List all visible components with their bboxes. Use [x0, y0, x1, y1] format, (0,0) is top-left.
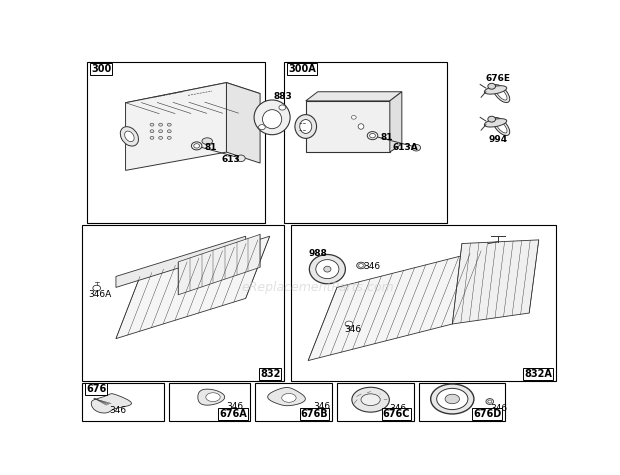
- Text: 346: 346: [110, 407, 127, 416]
- Text: 676A: 676A: [219, 409, 247, 419]
- Ellipse shape: [436, 389, 468, 409]
- Circle shape: [237, 155, 245, 162]
- Text: 346: 346: [344, 325, 361, 334]
- Text: 676C: 676C: [383, 409, 410, 419]
- Text: 346: 346: [313, 402, 330, 411]
- Text: 346: 346: [389, 403, 406, 412]
- Circle shape: [345, 321, 353, 327]
- Ellipse shape: [493, 85, 510, 103]
- Circle shape: [167, 136, 171, 139]
- Bar: [418, 382, 505, 421]
- Circle shape: [150, 136, 154, 139]
- Circle shape: [194, 143, 200, 148]
- Polygon shape: [179, 234, 260, 294]
- Bar: [255, 382, 332, 421]
- Polygon shape: [268, 388, 305, 406]
- Ellipse shape: [495, 120, 507, 133]
- Ellipse shape: [431, 384, 474, 414]
- Text: 676B: 676B: [301, 409, 329, 419]
- Text: 994: 994: [489, 135, 507, 144]
- Ellipse shape: [484, 119, 507, 127]
- Circle shape: [167, 123, 171, 126]
- Ellipse shape: [324, 266, 331, 272]
- Ellipse shape: [262, 110, 281, 129]
- Polygon shape: [91, 394, 131, 413]
- Polygon shape: [306, 92, 402, 101]
- Polygon shape: [206, 393, 220, 401]
- Circle shape: [159, 136, 162, 139]
- Ellipse shape: [316, 260, 339, 279]
- Ellipse shape: [358, 124, 364, 129]
- Polygon shape: [453, 240, 539, 324]
- Bar: [82, 382, 164, 421]
- Bar: [82, 225, 284, 380]
- Ellipse shape: [352, 387, 389, 412]
- Polygon shape: [226, 83, 260, 163]
- Text: 300A: 300A: [288, 64, 316, 74]
- Ellipse shape: [202, 138, 213, 144]
- Circle shape: [150, 130, 154, 133]
- Text: 81: 81: [380, 133, 392, 142]
- Ellipse shape: [495, 87, 507, 100]
- Circle shape: [192, 142, 202, 150]
- Polygon shape: [306, 101, 390, 152]
- Circle shape: [159, 130, 162, 133]
- Polygon shape: [198, 389, 224, 405]
- Circle shape: [159, 123, 162, 126]
- Polygon shape: [125, 83, 226, 171]
- Ellipse shape: [125, 131, 134, 142]
- Polygon shape: [116, 236, 246, 287]
- Circle shape: [356, 262, 365, 269]
- Ellipse shape: [120, 127, 138, 146]
- Text: 613A: 613A: [392, 143, 418, 152]
- Bar: [337, 382, 414, 421]
- Polygon shape: [390, 92, 402, 152]
- Circle shape: [352, 115, 356, 119]
- Text: 346: 346: [226, 402, 244, 411]
- Circle shape: [279, 105, 286, 110]
- Ellipse shape: [309, 255, 345, 284]
- Circle shape: [259, 124, 265, 130]
- Bar: [291, 225, 556, 380]
- Circle shape: [358, 264, 363, 267]
- Bar: [87, 63, 265, 223]
- Text: 346: 346: [363, 262, 380, 271]
- Text: 988: 988: [308, 249, 327, 258]
- Text: 676E: 676E: [486, 75, 511, 84]
- Text: 346: 346: [491, 404, 508, 413]
- Ellipse shape: [493, 117, 510, 135]
- Text: 832: 832: [260, 369, 280, 379]
- Polygon shape: [281, 393, 296, 402]
- Text: 832A: 832A: [524, 369, 552, 379]
- Circle shape: [488, 116, 495, 122]
- Text: 613: 613: [222, 155, 241, 164]
- Circle shape: [150, 123, 154, 126]
- Ellipse shape: [299, 120, 312, 133]
- Ellipse shape: [295, 114, 317, 138]
- Ellipse shape: [445, 394, 459, 404]
- Text: 81: 81: [205, 143, 218, 152]
- Text: 300: 300: [91, 64, 111, 74]
- Ellipse shape: [254, 100, 290, 135]
- Circle shape: [370, 133, 375, 138]
- Bar: [284, 63, 448, 223]
- Polygon shape: [308, 251, 481, 361]
- Text: eReplacementParts.com: eReplacementParts.com: [241, 281, 394, 294]
- Text: 676D: 676D: [473, 409, 502, 419]
- Ellipse shape: [361, 394, 380, 406]
- Circle shape: [412, 144, 420, 151]
- Circle shape: [488, 400, 492, 403]
- Circle shape: [93, 285, 100, 291]
- Text: 883: 883: [273, 92, 292, 101]
- Text: 676: 676: [86, 384, 107, 394]
- Circle shape: [488, 83, 495, 89]
- Polygon shape: [116, 236, 270, 339]
- Circle shape: [367, 132, 378, 140]
- Circle shape: [167, 130, 171, 133]
- Polygon shape: [125, 83, 260, 114]
- Ellipse shape: [484, 86, 507, 94]
- Text: 346A: 346A: [88, 290, 112, 299]
- Circle shape: [486, 399, 494, 405]
- Bar: [169, 382, 250, 421]
